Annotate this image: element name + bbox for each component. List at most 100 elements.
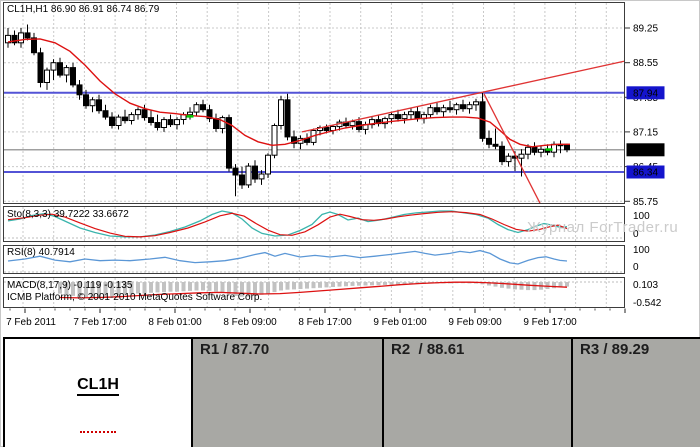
- candle-body: [18, 32, 24, 44]
- trendline[interactable]: [483, 93, 541, 204]
- macd-histogram-bar: [409, 282, 413, 285]
- candle-body: [505, 155, 512, 163]
- price-chart[interactable]: CL1H,H1 86.90 86.91 86.74 86.79 Sto(8,3,3…: [0, 0, 700, 336]
- macd-histogram-bar: [77, 282, 82, 297]
- candle-body: [265, 154, 271, 175]
- macd-histogram-bar: [103, 282, 108, 297]
- macd-histogram-bar: [344, 282, 348, 287]
- candle-body: [128, 114, 135, 121]
- macd-histogram-bar: [227, 282, 231, 295]
- candle-body: [24, 32, 31, 39]
- stochastic-signal-line: [7, 211, 568, 238]
- macd-histogram-bar: [64, 282, 69, 295]
- macd-histogram-bar: [513, 282, 517, 290]
- macd-histogram-bar: [493, 282, 498, 287]
- candle-body: [427, 107, 434, 116]
- macd-histogram-bar: [285, 282, 290, 290]
- resistance-r3: R3 / 89.29: [571, 337, 700, 447]
- macd-histogram-bar: [311, 282, 316, 289]
- pane-border: [3, 245, 625, 274]
- candle-body: [200, 104, 206, 111]
- macd-histogram-bar: [240, 282, 244, 297]
- macd-histogram-bar: [272, 282, 277, 293]
- candle-body: [278, 99, 284, 127]
- candle-body: [453, 104, 460, 111]
- pane-border: [3, 2, 625, 204]
- candle-body: [414, 111, 421, 120]
- candle-body: [193, 104, 200, 113]
- candle-body: [167, 119, 174, 126]
- macd-histogram-bar: [350, 282, 355, 286]
- sto-scale-bottom: 0: [633, 229, 639, 240]
- pivot-symbol-cell: CL1H Pivot point 87.02: [3, 337, 193, 447]
- candle-body: [239, 174, 245, 186]
- candle-body: [154, 122, 161, 128]
- stochastic-main-line: [7, 210, 568, 238]
- macd-histogram-bar: [129, 282, 134, 295]
- candle-body: [135, 109, 141, 116]
- rsi-scale-top: 100: [633, 245, 650, 256]
- macd-histogram-bar: [194, 282, 199, 291]
- candle-body: [83, 94, 89, 107]
- macd-histogram-bar: [363, 282, 368, 286]
- macd-histogram-bar: [337, 282, 342, 287]
- candle-body: [11, 34, 18, 44]
- macd-histogram-bar: [220, 282, 225, 293]
- time-axis-label: 7 Feb 17:00: [73, 317, 127, 328]
- macd-histogram-bar: [526, 282, 530, 291]
- macd-histogram-bar: [181, 282, 186, 292]
- macd-label: MACD(8,17,9) -0.119 -0.135: [7, 280, 133, 291]
- watermark: Журнал ForTrader.ru: [527, 219, 679, 236]
- price-badge-label: 87.94: [633, 88, 658, 99]
- candle-body: [213, 118, 219, 129]
- candle-body: [96, 99, 102, 112]
- macd-histogram-bar: [162, 282, 166, 293]
- macd-histogram-bar: [331, 282, 335, 287]
- candle-body: [271, 125, 278, 156]
- candle-body: [44, 69, 50, 83]
- resistance-r2: R2 / 88.61: [382, 337, 573, 447]
- candle-body: [89, 99, 96, 107]
- candle-body: [486, 137, 492, 145]
- macd-scale-bottom: -0.542: [633, 298, 662, 309]
- sto-label: Sto(8,3,3) 39.7222 33.6672: [7, 209, 129, 220]
- macd-histogram-bar: [292, 282, 296, 290]
- macd-histogram-bar: [552, 282, 556, 289]
- macd-histogram-bar: [370, 282, 374, 286]
- spellcheck-underline: [80, 431, 116, 433]
- candle-body: [174, 119, 180, 126]
- candle-body: [284, 99, 291, 138]
- macd-histogram-bar: [357, 282, 361, 286]
- chart-header: CL1H,H1 86.90 86.91 86.74 86.79: [7, 4, 160, 15]
- macd-histogram-bar: [116, 282, 121, 296]
- candle-body: [538, 148, 544, 153]
- price-axis-label: 89.25: [633, 24, 658, 35]
- time-axis-label: 8 Feb 01:00: [148, 317, 202, 328]
- price-badge-label: 86.79: [633, 145, 658, 156]
- time-axis-label: 8 Feb 17:00: [298, 317, 352, 328]
- candle-body: [473, 101, 479, 106]
- candle-body: [37, 52, 44, 83]
- macd-histogram-bar: [279, 282, 283, 291]
- rsi-line: [7, 249, 568, 265]
- macd-histogram-bar: [506, 282, 511, 289]
- candle-body: [492, 143, 499, 147]
- macd-histogram-bar: [214, 282, 218, 292]
- pane-border: [3, 277, 625, 308]
- macd-histogram-bar: [58, 282, 62, 294]
- macd-histogram-bar: [84, 282, 88, 298]
- candle-body: [206, 109, 213, 120]
- macd-histogram-bar: [383, 282, 387, 285]
- macd-histogram-bar: [305, 282, 309, 289]
- macd-histogram-bar: [188, 282, 192, 291]
- macd-histogram-bar: [266, 282, 270, 294]
- macd-histogram-bar: [168, 282, 173, 292]
- candle-body: [122, 116, 128, 122]
- candle-body: [434, 107, 440, 113]
- trendline[interactable]: [301, 60, 625, 133]
- macd-histogram-bar: [142, 282, 147, 294]
- candle-body: [31, 37, 37, 54]
- candle-body: [226, 117, 232, 169]
- candle-body: [440, 107, 447, 113]
